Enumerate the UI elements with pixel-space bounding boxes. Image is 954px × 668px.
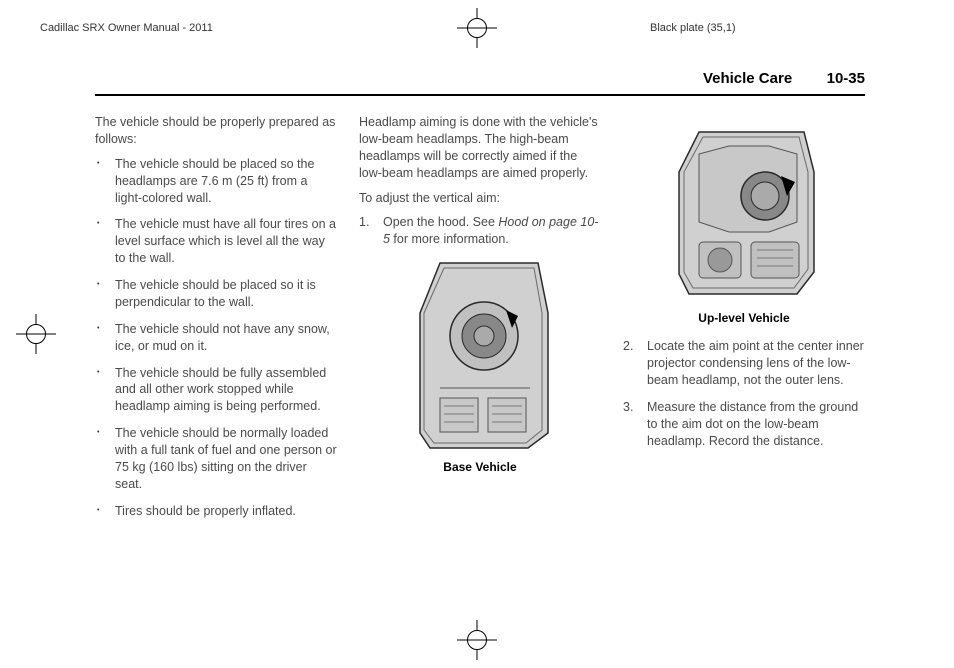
column-1: The vehicle should be properly prepared … (95, 114, 337, 530)
plate-label: Black plate (35,1) (650, 22, 736, 34)
list-item: The vehicle must have all four tires on … (95, 216, 337, 267)
step-item: 3. Measure the distance from the ground … (623, 399, 865, 450)
crop-mark-bottom (457, 620, 497, 660)
list-item: The vehicle should not have any snow, ic… (95, 321, 337, 355)
manual-title: Cadillac SRX Owner Manual - 2011 (40, 22, 213, 34)
page-number: 10-35 (827, 70, 865, 87)
columns: The vehicle should be properly prepared … (95, 114, 865, 530)
preparation-list: The vehicle should be placed so the head… (95, 156, 337, 520)
crop-mark-left (16, 314, 56, 354)
page-header: Vehicle Care 10-35 (95, 70, 865, 96)
list-item: The vehicle should be fully assembled an… (95, 365, 337, 416)
figure-base-vehicle (359, 258, 601, 453)
crop-mark-top (457, 8, 497, 48)
step-item: 2. Locate the aim point at the center in… (623, 338, 865, 389)
section-title: Vehicle Care (703, 70, 792, 87)
step-text: Locate the aim point at the center inner… (647, 339, 864, 387)
steps-list: 1. Open the hood. See Hood on page 10-5 … (359, 214, 601, 248)
step-number: 1. (359, 214, 369, 231)
page-content: Vehicle Care 10-35 The vehicle should be… (95, 70, 865, 530)
figure-uplevel-vehicle (623, 124, 865, 304)
step-text-a: Open the hood. See (383, 215, 498, 229)
intro-text: The vehicle should be properly prepared … (95, 114, 337, 148)
list-item: Tires should be properly inflated. (95, 503, 337, 520)
list-item: The vehicle should be normally loaded wi… (95, 425, 337, 493)
paragraph: Headlamp aiming is done with the vehicle… (359, 114, 601, 182)
step-text: Measure the distance from the ground to … (647, 400, 858, 448)
list-item: The vehicle should be placed so it is pe… (95, 277, 337, 311)
column-2: Headlamp aiming is done with the vehicle… (359, 114, 601, 530)
step-number: 2. (623, 338, 633, 355)
steps-list: 2. Locate the aim point at the center in… (623, 338, 865, 449)
figure-caption: Up-level Vehicle (623, 310, 865, 326)
step-number: 3. (623, 399, 633, 416)
step-item: 1. Open the hood. See Hood on page 10-5 … (359, 214, 601, 248)
paragraph: To adjust the vertical aim: (359, 190, 601, 207)
column-3: Up-level Vehicle 2. Locate the aim point… (623, 114, 865, 530)
figure-caption: Base Vehicle (359, 459, 601, 475)
step-text-b: for more information. (390, 232, 509, 246)
list-item: The vehicle should be placed so the head… (95, 156, 337, 207)
